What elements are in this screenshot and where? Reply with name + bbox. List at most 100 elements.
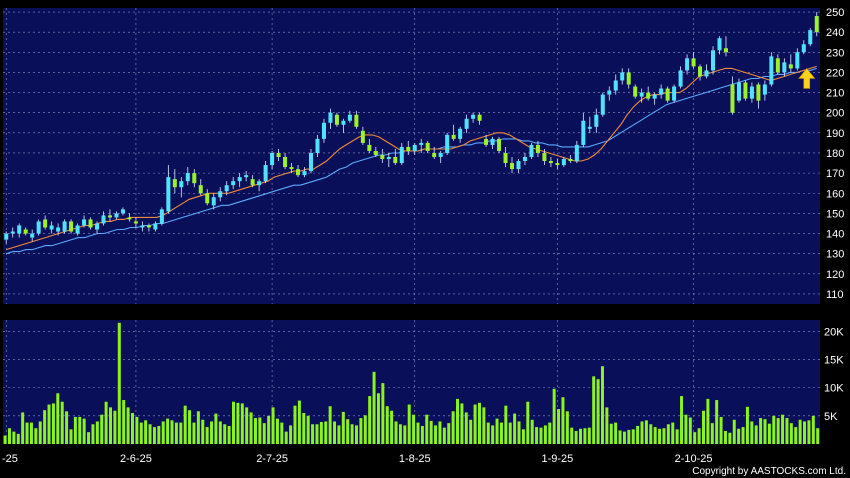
- price-tick-label: 230: [826, 47, 844, 59]
- volume-bar: [644, 420, 648, 444]
- candle-body: [328, 112, 333, 123]
- volume-bar: [688, 417, 692, 444]
- volume-bar: [152, 427, 156, 444]
- candle-body: [555, 163, 560, 166]
- volume-bar: [618, 430, 622, 444]
- volume-bar: [350, 424, 354, 444]
- volume-bar: [223, 424, 227, 444]
- candle-body: [283, 157, 288, 168]
- volume-tick-label: 15K: [824, 354, 844, 366]
- volume-bar: [693, 432, 697, 444]
- candle-body: [367, 144, 372, 151]
- volume-bar: [605, 407, 609, 444]
- volume-bar: [565, 411, 569, 444]
- price-tick-label: 200: [826, 108, 844, 120]
- candle-body: [516, 161, 521, 170]
- copyright-text: Copyright by AASTOCKS.com Ltd.: [692, 466, 846, 477]
- volume-bar: [249, 412, 253, 444]
- volume-bar: [306, 415, 310, 444]
- candle-body: [633, 86, 638, 97]
- candle-body: [808, 30, 813, 45]
- volume-bar: [706, 398, 710, 444]
- volume-bar: [359, 418, 363, 444]
- price-tick-label: 250: [826, 7, 844, 19]
- axis-labels: 110 120 130 140 150 160 170 180 190 200 210 220 230 2…: [2, 7, 844, 465]
- volume-bar: [521, 429, 525, 444]
- volume-bar: [754, 425, 758, 444]
- candle-body: [438, 152, 443, 158]
- price-tick-label: 180: [826, 148, 844, 160]
- price-tick-label: 140: [826, 229, 844, 241]
- volume-bar: [16, 433, 20, 444]
- candle-body: [406, 146, 411, 151]
- volume-bar: [570, 427, 574, 444]
- volume-bar: [719, 416, 723, 444]
- volume-bar: [56, 393, 60, 444]
- volume-bar: [429, 420, 433, 444]
- volume-bar: [583, 428, 587, 444]
- volume-bar: [390, 410, 394, 444]
- volume-bar: [596, 379, 600, 444]
- candle-body: [749, 86, 754, 99]
- candle-body: [419, 142, 424, 145]
- volume-bars: [3, 322, 820, 444]
- candle-body: [432, 152, 437, 158]
- volume-bar: [87, 432, 91, 444]
- volume-bar: [139, 422, 143, 444]
- volume-bar: [394, 421, 398, 444]
- volume-bar: [548, 422, 552, 444]
- volume-bar: [109, 407, 113, 444]
- volume-bar: [473, 404, 477, 444]
- volume-bar: [710, 423, 714, 444]
- volume-bar: [477, 402, 481, 444]
- volume-bar: [183, 405, 187, 444]
- candle-body: [393, 157, 398, 164]
- volume-bar: [627, 429, 631, 444]
- volume-bar: [680, 396, 684, 444]
- volume-bar: [328, 406, 332, 444]
- candle-body: [153, 223, 158, 230]
- candle-body: [10, 231, 15, 234]
- volume-bar: [73, 416, 77, 444]
- candle-body: [49, 225, 54, 230]
- candle-body: [788, 64, 793, 69]
- candle-body: [587, 126, 592, 129]
- volume-bar: [240, 403, 244, 444]
- volume-bar: [267, 415, 271, 444]
- volume-bar: [38, 421, 42, 444]
- candle-body: [736, 82, 741, 101]
- candle-body: [542, 152, 547, 162]
- volume-bar: [438, 421, 442, 444]
- volume-bar: [179, 422, 183, 444]
- volume-tick-label: 5K: [824, 411, 838, 423]
- volume-bar: [416, 422, 420, 444]
- volume-bar: [29, 422, 33, 444]
- volume-bar: [311, 424, 315, 444]
- volume-bar: [785, 418, 789, 444]
- signal-arrow-icon: [798, 67, 816, 89]
- volume-bar: [280, 422, 284, 444]
- volume-bar: [368, 396, 372, 444]
- volume-bar: [78, 416, 82, 444]
- volume-bar: [210, 421, 214, 444]
- candle-body: [289, 167, 294, 170]
- candle-body: [270, 152, 275, 166]
- price-tick-label: 130: [826, 249, 844, 261]
- volume-bar: [262, 423, 266, 444]
- price-tick-label: 120: [826, 269, 844, 281]
- volume-bar: [697, 428, 701, 444]
- candle-body: [205, 193, 210, 204]
- candle-body: [82, 219, 87, 226]
- volume-bar: [60, 401, 64, 444]
- candle-body: [704, 70, 709, 77]
- candle-body: [594, 114, 599, 127]
- price-tick-label: 240: [826, 27, 844, 39]
- candle-body: [762, 84, 767, 95]
- volume-bar: [447, 423, 451, 444]
- volume-bar: [412, 414, 416, 444]
- candle-body: [296, 169, 301, 176]
- volume-bar: [640, 421, 644, 444]
- volume-bar: [781, 414, 785, 444]
- volume-bar: [376, 393, 380, 444]
- volume-bar: [499, 422, 503, 444]
